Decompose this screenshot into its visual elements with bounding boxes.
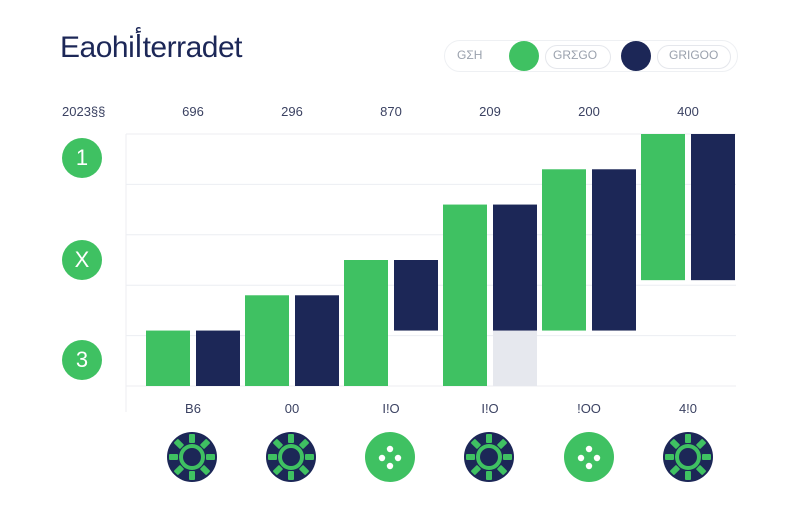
legend-pill-2 xyxy=(657,45,731,69)
top-tick-label: 400 xyxy=(677,104,699,119)
bottom-tick-label: I!O xyxy=(481,401,498,416)
top-tick-label: 870 xyxy=(380,104,402,119)
bottom-tick-label: I!O xyxy=(382,401,399,416)
legend-item-2-label: GRIGOO xyxy=(669,48,719,62)
chart-title: Eaohiأterradet xyxy=(60,31,242,64)
bar-green xyxy=(146,330,190,386)
bar-navy xyxy=(493,204,537,331)
bottom-tick-label: 00 xyxy=(285,401,299,416)
side-badge-2: X xyxy=(62,240,102,280)
chip-icon xyxy=(169,434,215,480)
side-badge-3: 3 xyxy=(62,340,102,380)
bar-navy xyxy=(592,169,636,331)
bar-navy xyxy=(691,134,735,281)
coin-icon-3 xyxy=(365,432,415,482)
coin-icon-4 xyxy=(464,432,514,482)
chip-icon xyxy=(665,434,711,480)
chip-icon xyxy=(268,434,314,480)
top-tick-label: 200 xyxy=(578,104,600,119)
bar-green xyxy=(443,204,487,386)
bar-green xyxy=(641,134,685,281)
bar-green xyxy=(344,260,388,386)
bar-navy xyxy=(295,295,339,386)
top-tick-label: 696 xyxy=(182,104,204,119)
coin-icon-1 xyxy=(167,432,217,482)
bar-extra-segment xyxy=(493,330,537,386)
bar-navy xyxy=(196,330,240,386)
year-label: 2023§§ xyxy=(62,104,106,119)
bottom-tick-label: !OO xyxy=(577,401,601,416)
legend-swatch-navy xyxy=(621,41,651,71)
dots-icon xyxy=(378,445,402,470)
coin-icon-6 xyxy=(663,432,713,482)
top-tick-label: 296 xyxy=(281,104,303,119)
legend-swatch-green xyxy=(509,41,539,71)
coin-icon-2 xyxy=(266,432,316,482)
legend-pill-1 xyxy=(545,45,611,69)
legend-item-1-label: GRΣGO xyxy=(553,48,598,62)
chip-icon xyxy=(466,434,512,480)
legend: GΣH GRΣGO GRIGOO xyxy=(444,40,738,72)
bottom-tick-label: B6 xyxy=(185,401,201,416)
bar-navy xyxy=(394,260,438,331)
bar-green xyxy=(542,169,586,331)
side-badge-1: 1 xyxy=(62,138,102,178)
bar-green xyxy=(245,295,289,386)
legend-lead-text: GΣH xyxy=(457,48,483,62)
bottom-tick-label: 4!0 xyxy=(679,401,697,416)
coin-icon-5 xyxy=(564,432,614,482)
dots-icon xyxy=(577,445,601,470)
top-tick-label: 209 xyxy=(479,104,501,119)
